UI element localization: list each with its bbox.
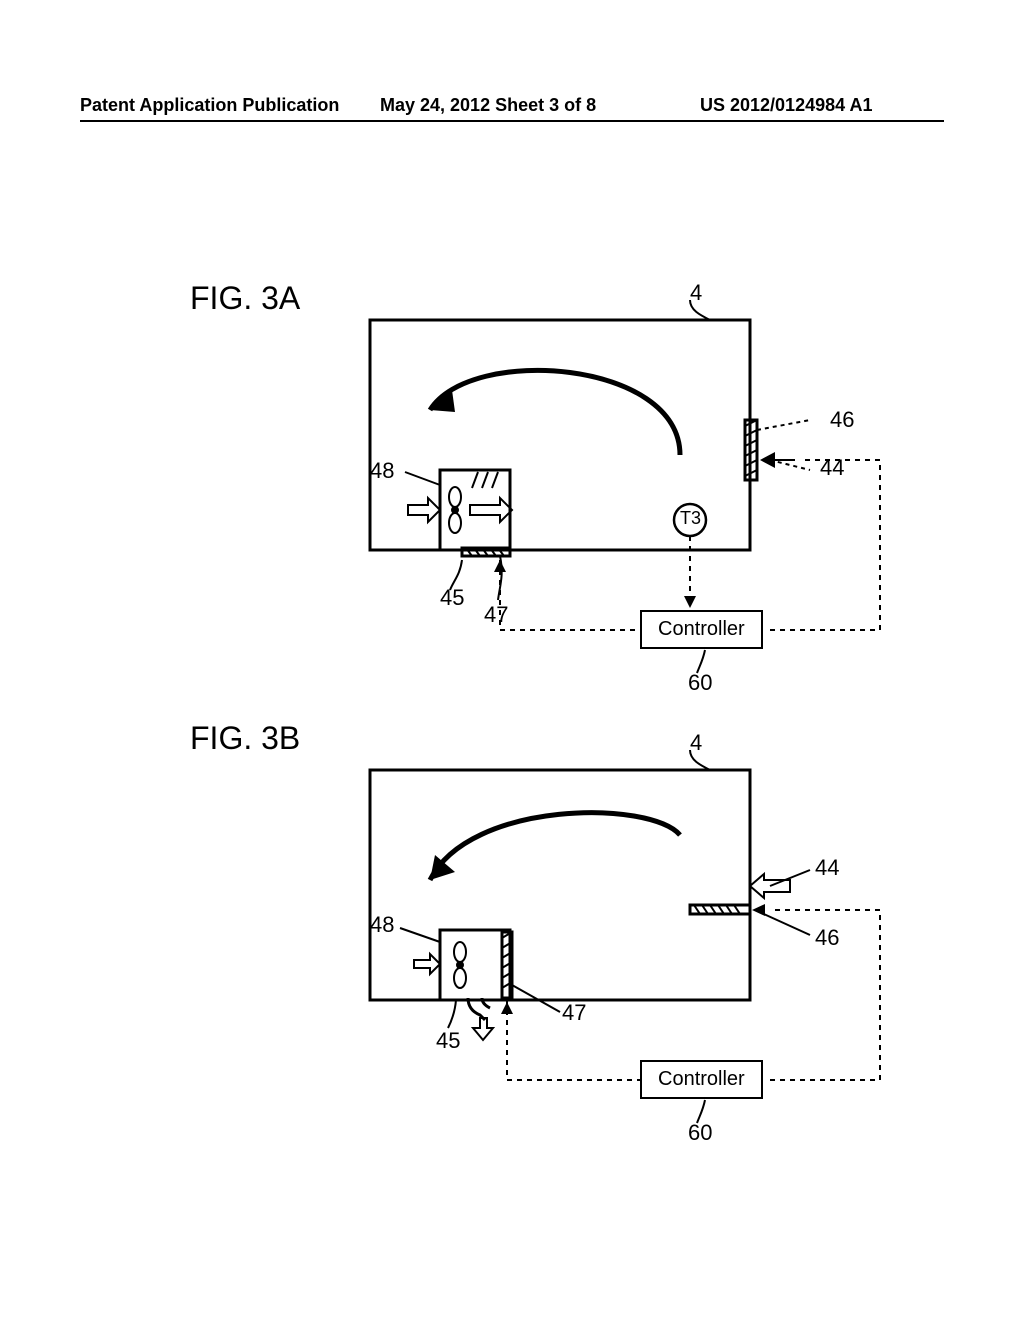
ref-47b: 47 (562, 1000, 586, 1026)
ref-44b: 44 (815, 855, 839, 881)
ref-46b: 46 (815, 925, 839, 951)
ref-60b: 60 (688, 1120, 712, 1146)
fig-3b-drawing (0, 0, 1024, 1320)
controller-box-b: Controller (640, 1060, 763, 1099)
ref-4b: 4 (690, 730, 702, 756)
ref-45b: 45 (436, 1028, 460, 1054)
patent-page: Patent Application Publication May 24, 2… (0, 0, 1024, 1320)
ref-48b: 48 (370, 912, 394, 938)
